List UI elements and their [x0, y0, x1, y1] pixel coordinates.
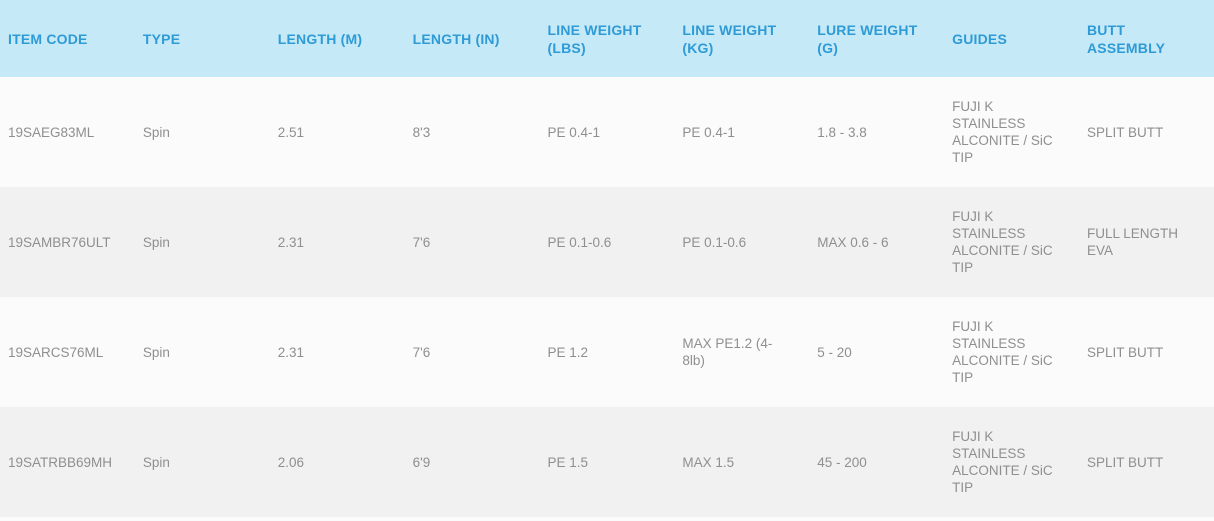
column-header-length-m: LENGTH (M)	[269, 0, 405, 77]
table-row: 19SAMBR76ULT Spin 2.31 7'6 PE 0.1-0.6 PE…	[0, 187, 1214, 297]
cell-butt-assembly: SPLIT BUTT	[1079, 297, 1214, 407]
cell-line-weight-kg: PE 0.1-0.6	[674, 187, 810, 297]
header-row: ITEM CODE TYPE LENGTH (M) LENGTH (IN) LI…	[0, 0, 1214, 77]
cell-guides: FUJI K STAINLESS ALCONITE / SiC TIP	[944, 187, 1079, 297]
column-header-type: TYPE	[134, 0, 270, 77]
cell-line-weight-kg: MAX PE1.2 (4-8lb)	[674, 297, 810, 407]
cell-lure-weight-g: 45 - 200	[809, 407, 945, 517]
table-row: 19SARCS76ML Spin 2.31 7'6 PE 1.2 MAX PE1…	[0, 297, 1214, 407]
column-header-line-weight-kg: LINE WEIGHT (KG)	[674, 0, 810, 77]
cell-item-code: 19SARCS76ML	[0, 297, 135, 407]
cell-type: Spin	[134, 187, 270, 297]
table-row: 19SAEG83ML Spin 2.51 8'3 PE 0.4-1 PE 0.4…	[0, 77, 1214, 187]
column-header-item-code: ITEM CODE	[0, 0, 135, 77]
cell-length-in: 7'6	[404, 297, 540, 407]
column-header-line-weight-lbs: LINE WEIGHT (LBS)	[539, 0, 675, 77]
cell-butt-assembly: FULL LENGTH EVA	[1079, 187, 1214, 297]
cell-line-weight-lbs: PE 0.1-0.6	[539, 187, 675, 297]
cell-length-in: 6'9	[404, 407, 540, 517]
cell-type: Spin	[134, 77, 270, 187]
cell-line-weight-lbs: PE 1.2	[539, 297, 675, 407]
cell-lure-weight-g: MAX 0.6 - 6	[809, 187, 945, 297]
cell-line-weight-lbs: PE 0.4-1	[539, 77, 675, 187]
cell-type: Spin	[134, 297, 270, 407]
cell-butt-assembly: SPLIT BUTT	[1079, 407, 1214, 517]
cell-length-in: 8'3	[404, 77, 540, 187]
column-header-guides: GUIDES	[944, 0, 1079, 77]
column-header-length-in: LENGTH (IN)	[404, 0, 540, 77]
column-header-butt-assembly: BUTT ASSEMBLY	[1079, 0, 1214, 77]
cell-lure-weight-g: 1.8 - 3.8	[809, 77, 945, 187]
cell-guides: FUJI K STAINLESS ALCONITE / SiC TIP	[944, 297, 1079, 407]
cell-item-code: 19SAMBR76ULT	[0, 187, 135, 297]
cell-item-code: 19SAEG83ML	[0, 77, 135, 187]
cell-item-code: 19SATRBB69MH	[0, 407, 135, 517]
cell-line-weight-lbs: PE 1.5	[539, 407, 675, 517]
cell-lure-weight-g: 5 - 20	[809, 297, 945, 407]
table-row: 19SATRBB69MH Spin 2.06 6'9 PE 1.5 MAX 1.…	[0, 407, 1214, 517]
column-header-lure-weight-g: LURE WEIGHT (G)	[809, 0, 945, 77]
cell-length-m: 2.06	[269, 407, 405, 517]
cell-guides: FUJI K STAINLESS ALCONITE / SiC TIP	[944, 407, 1079, 517]
cell-length-m: 2.31	[269, 297, 405, 407]
cell-length-m: 2.51	[269, 77, 405, 187]
cell-length-m: 2.31	[269, 187, 405, 297]
cell-guides: FUJI K STAINLESS ALCONITE / SiC TIP	[944, 77, 1079, 187]
cell-line-weight-kg: PE 0.4-1	[674, 77, 810, 187]
cell-line-weight-kg: MAX 1.5	[674, 407, 810, 517]
partial-next-row	[0, 517, 1214, 521]
cell-type: Spin	[134, 407, 270, 517]
cell-length-in: 7'6	[404, 187, 540, 297]
cell-butt-assembly: SPLIT BUTT	[1079, 77, 1214, 187]
